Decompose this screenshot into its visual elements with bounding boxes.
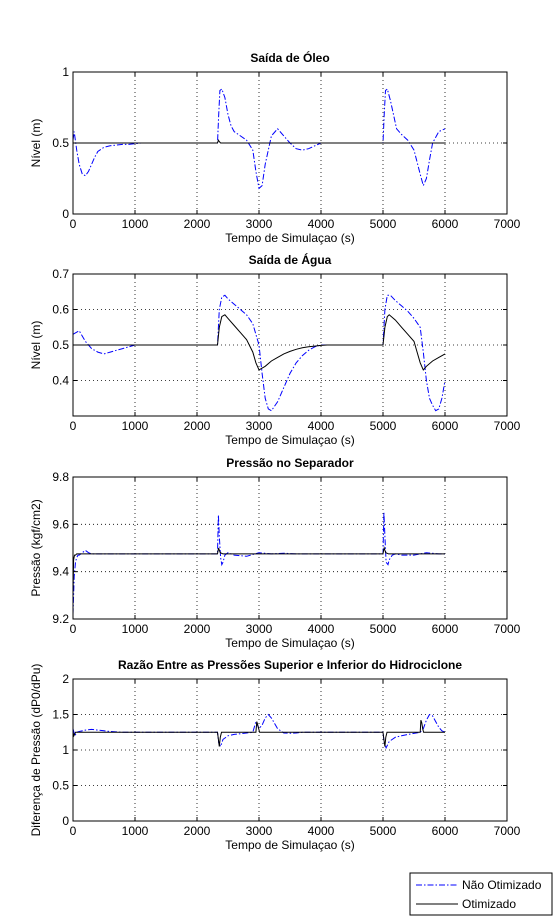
x-tick-label: 1000 — [122, 622, 149, 636]
x-tick-label: 4000 — [308, 419, 335, 433]
chart-title: Saída de Óleo — [250, 50, 329, 65]
x-tick-label: 0 — [70, 217, 77, 231]
x-tick-label: 4000 — [308, 217, 335, 231]
chart-3: 0 1000 2000 3000 4000 5000 6000 7000 9.2 9.4 9.6 9.… — [29, 456, 521, 650]
x-tick-label: 3000 — [246, 217, 273, 231]
x-tick-label: 7000 — [494, 217, 521, 231]
y-axis-label: Nível (m) — [29, 119, 43, 168]
x-tick-label: 5000 — [370, 622, 397, 636]
y-tick-label: 9.8 — [52, 470, 69, 484]
chart-title: Saída de Água — [249, 252, 332, 267]
x-tick-label: 2000 — [184, 824, 211, 838]
x-tick-label: 3000 — [246, 622, 273, 636]
x-tick-label: 3000 — [246, 419, 273, 433]
x-tick-label: 4000 — [308, 622, 335, 636]
y-tick-label: 0 — [62, 207, 69, 221]
y-tick-label: 9.4 — [52, 565, 69, 579]
x-tick-label: 0 — [70, 824, 77, 838]
x-tick-label: 7000 — [494, 419, 521, 433]
x-tick-label: 6000 — [432, 217, 459, 231]
x-axis-label: Tempo de Simulaçao (s) — [225, 636, 354, 650]
y-tick-label: 0.4 — [52, 374, 69, 388]
x-tick-label: 7000 — [494, 622, 521, 636]
y-tick-label: 0.6 — [52, 303, 69, 317]
x-tick-label: 2000 — [184, 622, 211, 636]
x-tick-label: 1000 — [122, 419, 149, 433]
y-tick-label: 2 — [62, 672, 69, 686]
x-tick-label: 5000 — [370, 217, 397, 231]
chart-title: Razão Entre as Pressões Superior e Infer… — [118, 658, 462, 672]
y-tick-label: 1 — [62, 743, 69, 757]
legend-entry: Não Otimizado — [462, 878, 542, 892]
x-tick-label: 6000 — [432, 419, 459, 433]
chart-4: 0 1000 2000 3000 4000 5000 6000 7000 0 0.5 1 1.5 2 Ra… — [29, 658, 521, 852]
y-tick-label: 0.5 — [52, 779, 69, 793]
chart-title: Pressão no Separador — [226, 456, 354, 470]
y-tick-label: 1.5 — [52, 708, 69, 722]
x-axis-label: Tempo de Simulaçao (s) — [225, 838, 354, 852]
y-tick-label: 0 — [62, 814, 69, 828]
x-tick-label: 0 — [70, 419, 77, 433]
x-axis-label: Tempo de Simulaçao (s) — [225, 231, 354, 245]
x-tick-label: 5000 — [370, 419, 397, 433]
chart-1: 0 1000 2000 3000 4000 5000 6000 7000 0 0.5 1 Saída … — [29, 50, 521, 245]
x-tick-label: 6000 — [432, 824, 459, 838]
y-axis-label: Pressão (kgf/cm2) — [29, 499, 43, 596]
x-tick-label: 7000 — [494, 824, 521, 838]
y-tick-label: 0.5 — [52, 136, 69, 150]
y-tick-label: 1 — [62, 65, 69, 79]
y-axis-label: Diferença de Pressão (dP0/dPu) — [29, 664, 43, 837]
x-tick-label: 2000 — [184, 419, 211, 433]
x-tick-label: 1000 — [122, 217, 149, 231]
legend-entry: Otimizado — [462, 897, 516, 911]
plot-area — [73, 477, 507, 619]
x-tick-label: 4000 — [308, 824, 335, 838]
x-tick-label: 2000 — [184, 217, 211, 231]
x-tick-label: 6000 — [432, 622, 459, 636]
y-tick-label: 0.5 — [52, 338, 69, 352]
x-tick-label: 3000 — [246, 824, 273, 838]
y-tick-label: 9.6 — [52, 517, 69, 531]
x-tick-label: 5000 — [370, 824, 397, 838]
x-axis-label: Tempo de Simulaçao (s) — [225, 433, 354, 447]
x-tick-label: 1000 — [122, 824, 149, 838]
x-tick-label: 0 — [70, 622, 77, 636]
legend: Não Otimizado Otimizado — [410, 873, 552, 915]
y-axis-label: Nível (m) — [29, 321, 43, 370]
y-tick-label: 9.2 — [52, 612, 69, 626]
chart-2: 0 1000 2000 3000 4000 5000 6000 7000 0.4 0.5 0.6 0.… — [29, 252, 521, 447]
y-tick-label: 0.7 — [52, 267, 69, 281]
